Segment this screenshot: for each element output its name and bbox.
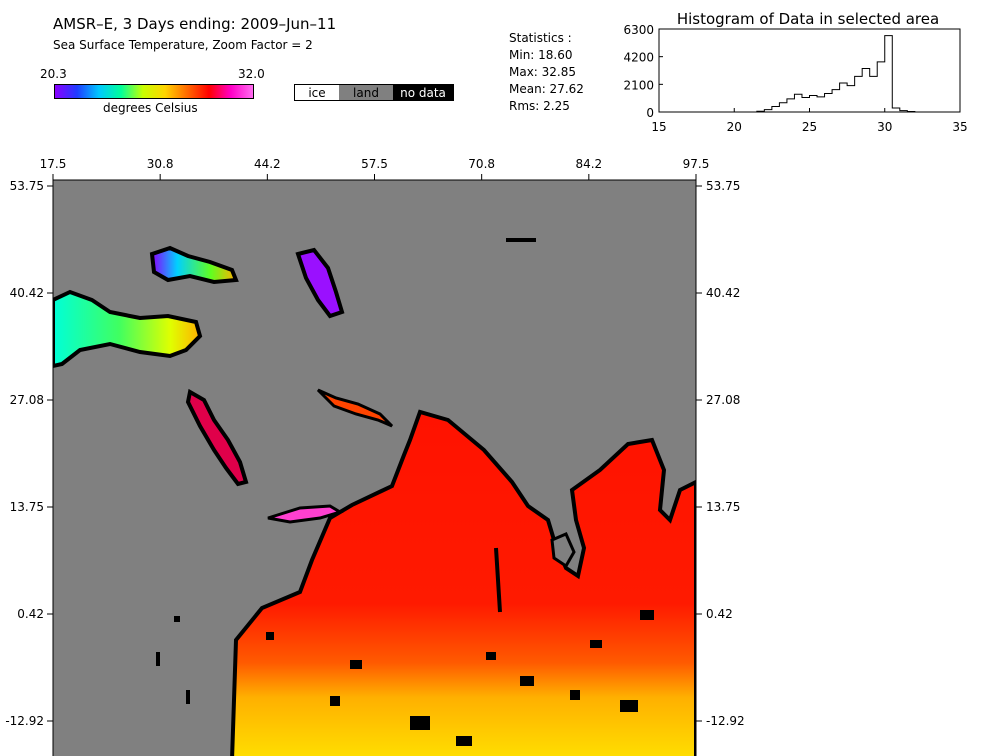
longitude-tick-label: 17.5 bbox=[40, 157, 67, 171]
histogram-bar bbox=[810, 96, 818, 112]
histogram-bar bbox=[877, 62, 885, 112]
histogram-title: Histogram of Data in selected area bbox=[677, 10, 939, 28]
histogram: Histogram of Data in selected area 15 20 2… bbox=[623, 10, 967, 134]
histogram-step-line bbox=[756, 35, 916, 112]
histogram-x-tick-label: 30 bbox=[877, 120, 892, 134]
legend-ice: ice bbox=[295, 85, 339, 100]
histogram-bar bbox=[772, 106, 780, 112]
gulf-of-aden bbox=[267, 504, 344, 524]
histogram-bar bbox=[847, 86, 855, 112]
sri-lanka bbox=[550, 532, 576, 569]
sst-map: 17.5 30.8 44.2 57.5 70.8 84.2 97.5 53.75 53.75 40… bbox=[5, 157, 745, 756]
histogram-bar bbox=[840, 83, 848, 112]
colorbar-min-label: 20.3 bbox=[40, 67, 67, 81]
stats-rms: Rms: 2.25 bbox=[509, 99, 570, 113]
stats-max: Max: 32.85 bbox=[509, 65, 577, 79]
histogram-y-tick-label: 4200 bbox=[623, 51, 654, 65]
latitude-tick-label-right: 13.75 bbox=[706, 500, 740, 514]
persian-gulf bbox=[316, 388, 394, 428]
colorbar-max-label: 32.0 bbox=[238, 67, 265, 81]
stats-mean: Mean: 27.62 bbox=[509, 82, 584, 96]
latitude-tick-label-left: 40.42 bbox=[10, 286, 44, 300]
surface-legend: ice land no data bbox=[294, 84, 454, 101]
histogram-bar bbox=[855, 76, 863, 112]
statistics-panel: Statistics : Min: 18.60 Max: 32.85 Mean:… bbox=[509, 30, 584, 115]
histogram-bar bbox=[870, 76, 878, 112]
longitude-tick-label: 30.8 bbox=[147, 157, 174, 171]
no-data-speckles bbox=[156, 238, 654, 746]
histogram-axes: 15 20 25 30 35 0 2100 4200 6300 bbox=[623, 23, 967, 134]
stats-heading: Statistics : bbox=[509, 31, 572, 45]
latitude-tick-label-right: 40.42 bbox=[706, 286, 740, 300]
longitude-tick-label: 44.2 bbox=[254, 157, 281, 171]
colorbar bbox=[54, 84, 254, 99]
indian-ocean bbox=[230, 409, 696, 756]
histogram-bar bbox=[832, 90, 840, 112]
legend-land: land bbox=[339, 85, 393, 100]
stats-min: Min: 18.60 bbox=[509, 48, 573, 62]
histogram-bar bbox=[794, 94, 802, 112]
latitude-tick-label-left: 53.75 bbox=[10, 179, 44, 193]
maldives-strip bbox=[494, 547, 502, 613]
map-subtitle: Sea Surface Temperature, Zoom Factor = 2 bbox=[53, 38, 313, 52]
histogram-x-tick-label: 20 bbox=[727, 120, 742, 134]
latitude-tick-label-left: -12.92 bbox=[5, 714, 44, 728]
latitude-tick-label-left: 0.42 bbox=[17, 607, 44, 621]
latitude-tick-label-right: 27.08 bbox=[706, 393, 740, 407]
histogram-y-tick-label: 2100 bbox=[623, 78, 654, 92]
histogram-bar bbox=[885, 36, 893, 112]
colorbar-unit-label: degrees Celsius bbox=[103, 101, 198, 115]
histogram-x-tick-label: 15 bbox=[651, 120, 666, 134]
red-sea bbox=[185, 388, 249, 487]
histogram-y-tick-label: 6300 bbox=[623, 23, 654, 37]
mediterranean-sea bbox=[53, 289, 203, 369]
latitude-tick-label-right: 53.75 bbox=[706, 179, 740, 193]
map-title: AMSR–E, 3 Days ending: 2009–Jun–11 bbox=[53, 15, 337, 33]
longitude-tick-label: 97.5 bbox=[683, 157, 710, 171]
latitude-tick-label-left: 13.75 bbox=[10, 500, 44, 514]
histogram-bar bbox=[802, 98, 810, 112]
histogram-bar bbox=[825, 94, 833, 112]
latitude-tick-label-left: 27.08 bbox=[10, 393, 44, 407]
histogram-bar bbox=[787, 99, 795, 112]
longitude-tick-label: 57.5 bbox=[361, 157, 388, 171]
map-axes: 17.5 30.8 44.2 57.5 70.8 84.2 97.5 53.75 53.75 40… bbox=[5, 157, 744, 728]
histogram-bar bbox=[817, 97, 825, 112]
black-sea bbox=[149, 245, 239, 285]
histogram-bar bbox=[892, 108, 900, 112]
latitude-tick-label-right: 0.42 bbox=[706, 607, 733, 621]
histogram-bars bbox=[756, 35, 916, 112]
histogram-bar bbox=[779, 103, 787, 112]
longitude-tick-label: 84.2 bbox=[575, 157, 602, 171]
histogram-x-tick-label: 25 bbox=[802, 120, 817, 134]
histogram-bar bbox=[862, 69, 870, 112]
longitude-tick-label: 70.8 bbox=[468, 157, 495, 171]
latitude-tick-label-right: -12.92 bbox=[706, 714, 745, 728]
caspian-sea bbox=[295, 247, 345, 319]
histogram-y-tick-label: 0 bbox=[646, 106, 654, 120]
histogram-x-tick-label: 35 bbox=[952, 120, 967, 134]
legend-no-data: no data bbox=[393, 85, 453, 100]
